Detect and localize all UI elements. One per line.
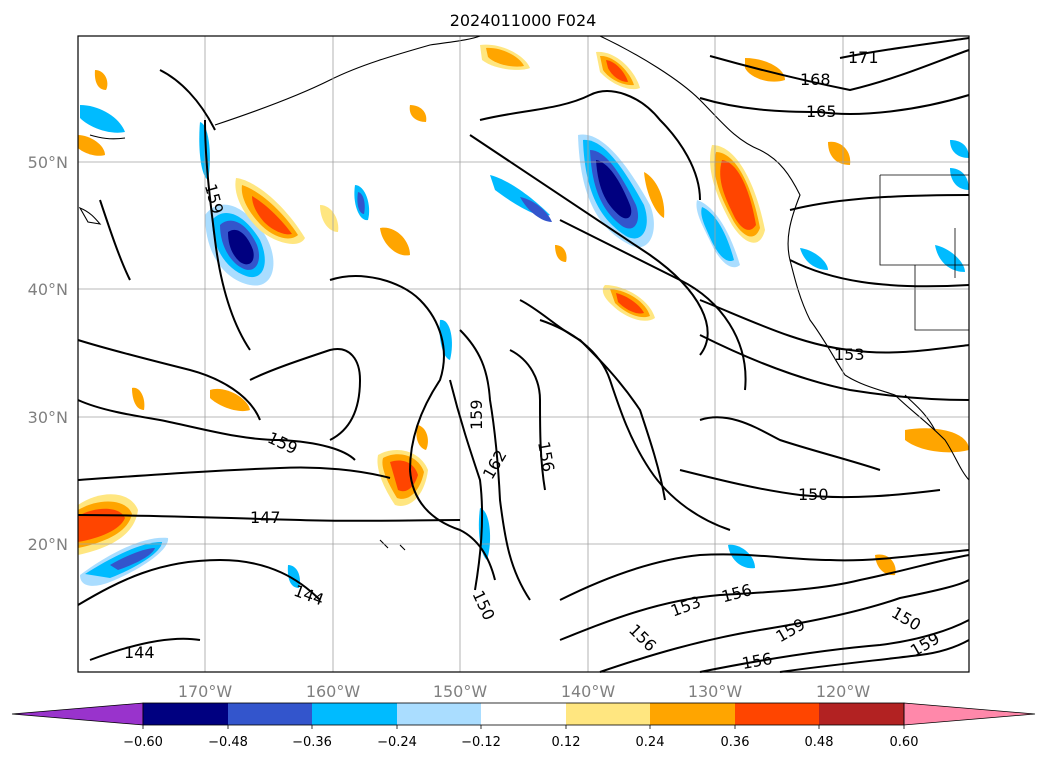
colorbar-bin — [735, 703, 819, 725]
lon-label: 170°W — [178, 682, 233, 701]
colorbar-tick-label: 0.60 — [890, 735, 919, 750]
contour-label: 144 — [124, 643, 155, 662]
colorbar-tick-label: 0.24 — [636, 735, 665, 750]
colorbar-tick-label: −0.60 — [123, 735, 163, 750]
negative-blob-central — [578, 134, 654, 248]
colorbar-tick-label: −0.36 — [292, 735, 332, 750]
lon-label: 130°W — [688, 682, 743, 701]
latitude-labels: 50°N 40°N 30°N 20°N — [28, 153, 68, 554]
longitude-labels: 170°W 160°W 150°W 140°W 130°W 120°W — [178, 682, 871, 701]
contour-label: 147 — [250, 508, 281, 527]
colorbar-under-triangle — [11, 702, 144, 726]
positive-blob-coast — [710, 145, 765, 243]
positive-blob-west — [235, 178, 305, 244]
map-background — [78, 36, 969, 672]
colorbar-tick-label: −0.24 — [377, 735, 417, 750]
lat-label: 20°N — [28, 535, 68, 554]
colorbar-bin — [397, 703, 481, 725]
colorbar-bin — [566, 703, 650, 725]
map-area: 171 168 165 159 153 159 162 156 159 150 … — [77, 35, 970, 673]
colorbar-bin — [481, 703, 566, 725]
colorbar-bin — [312, 703, 397, 725]
lat-label: 30°N — [28, 408, 68, 427]
colorbar: −0.60 −0.48 −0.36 −0.24 −0.12 0.12 0.24 … — [11, 702, 1036, 750]
contour-label: 168 — [800, 70, 831, 89]
lon-label: 160°W — [306, 682, 361, 701]
contour-label: 165 — [806, 102, 837, 121]
colorbar-bin — [143, 703, 228, 725]
map-frame — [77, 35, 970, 673]
contour-label: 171 — [848, 48, 879, 67]
colorbar-tick-label: −0.48 — [208, 735, 248, 750]
lat-label: 50°N — [28, 153, 68, 172]
lat-label: 40°N — [28, 280, 68, 299]
colorbar-bin — [650, 703, 735, 725]
colorbar-bin — [228, 703, 312, 725]
lon-label: 120°W — [816, 682, 871, 701]
height-contours — [77, 37, 970, 673]
colorbar-outline — [142, 702, 905, 726]
colorbar-bin — [819, 703, 904, 725]
contour-label: 153 — [834, 345, 865, 364]
colorbar-over-triangle — [903, 702, 1036, 726]
map-title: 2024011000 F024 — [450, 11, 597, 30]
colorbar-tick-label: −0.12 — [461, 735, 501, 750]
contour-label: 150 — [798, 485, 829, 504]
contour-label: 159 — [467, 399, 486, 430]
coastlines — [78, 35, 970, 551]
lon-label: 150°W — [433, 682, 488, 701]
colorbar-tick-label: 0.36 — [721, 735, 750, 750]
lon-label: 140°W — [561, 682, 616, 701]
anomaly-shading — [78, 44, 969, 588]
gridlines — [78, 36, 969, 672]
colorbar-tick-label: 0.12 — [552, 735, 581, 750]
colorbar-tick-label: 0.48 — [805, 735, 834, 750]
